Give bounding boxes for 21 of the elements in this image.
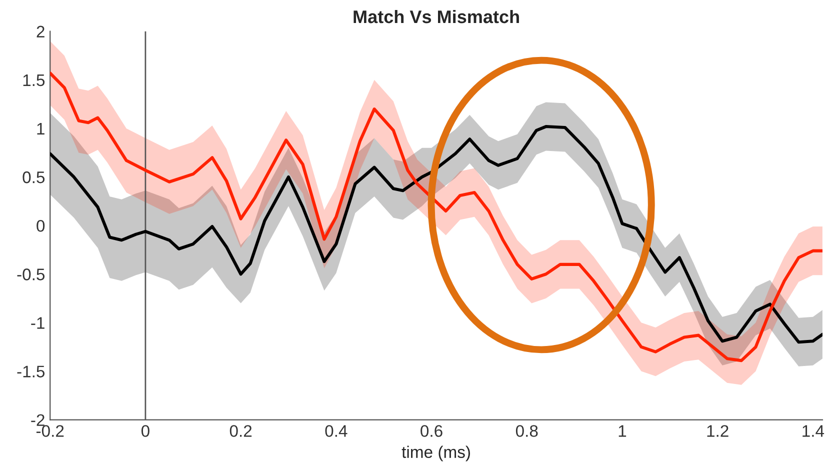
y-tick-label: 2 (36, 26, 44, 38)
y-tick-label: 0.5 (22, 171, 45, 184)
chart-title: Match Vs Mismatch (354, 10, 519, 24)
x-axis-title: time (ms) (402, 446, 470, 462)
y-tick-label: -2 (31, 414, 44, 426)
y-tick-label: 0 (36, 220, 45, 232)
x-tick-label: 0.4 (325, 425, 348, 437)
x-tick-label: -0.2 (36, 425, 64, 437)
y-tick-label: 1.5 (23, 74, 45, 86)
y-tick-label: -0.5 (17, 268, 45, 280)
x-tick-label: 0 (141, 425, 150, 437)
x-tick-label: 1.4 (802, 425, 824, 437)
line-series (50, 124, 822, 344)
x-tick-label: 1.2 (707, 425, 728, 437)
x-tick-label: 0.2 (230, 425, 252, 437)
y-tick-label: -1.5 (17, 366, 45, 378)
x-tick-label: 1 (618, 425, 626, 437)
x-tick-label: 0.8 (516, 425, 538, 437)
y-tick-label: 1 (37, 123, 44, 135)
y-tick-label: -1 (31, 317, 44, 329)
x-tick-label: 0.6 (420, 425, 442, 437)
